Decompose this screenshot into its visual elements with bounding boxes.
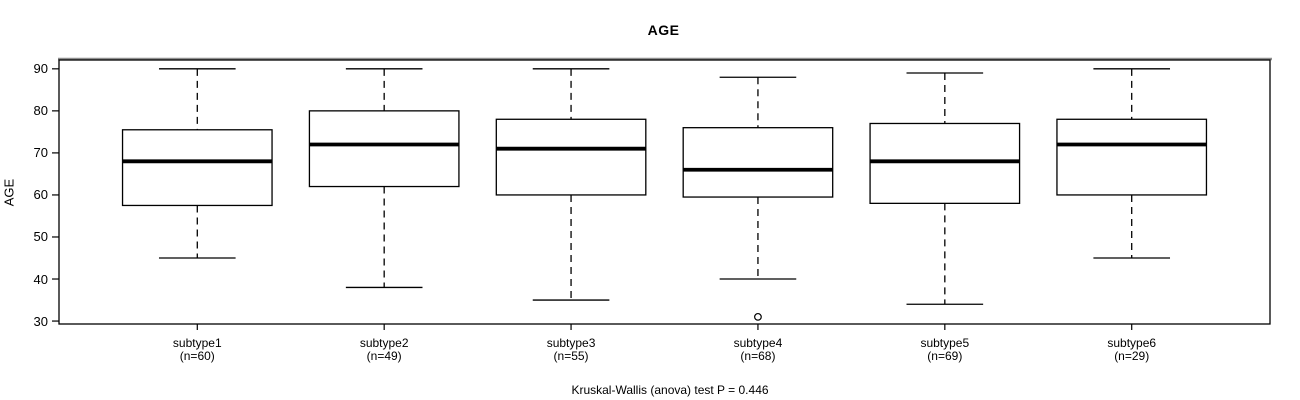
x-group-label: subtype3 (n=55) xyxy=(501,337,641,363)
group-name: subtype2 xyxy=(359,336,409,350)
outlier-point xyxy=(754,312,762,321)
stat-test-caption: Kruskal-Wallis (anova) test P = 0.446 xyxy=(571,383,769,397)
y-tick-label: 60 xyxy=(33,187,48,203)
y-tick-label: 40 xyxy=(33,271,48,287)
group-sample-size: (n=60) xyxy=(179,349,215,363)
iqr-box xyxy=(1056,118,1208,196)
group-name: subtype3 xyxy=(546,336,596,350)
iqr-box xyxy=(682,127,834,198)
x-group-label: subtype6 (n=29) xyxy=(1062,337,1202,363)
iqr-box xyxy=(308,110,460,188)
y-tick-label: 30 xyxy=(33,313,48,329)
x-group-label: subtype5 (n=69) xyxy=(875,337,1015,363)
iqr-box xyxy=(869,122,1021,205)
x-group-label: subtype1 (n=60) xyxy=(127,337,267,363)
group-sample-size: (n=49) xyxy=(366,349,402,363)
group-sample-size: (n=69) xyxy=(927,349,963,363)
group-sample-size: (n=55) xyxy=(553,349,589,363)
y-tick-label: 80 xyxy=(33,103,48,119)
group-name: subtype6 xyxy=(1107,336,1157,350)
x-group-label: subtype2 (n=49) xyxy=(314,337,454,363)
group-name: subtype5 xyxy=(920,336,970,350)
group-name: subtype1 xyxy=(172,336,222,350)
iqr-box xyxy=(121,129,273,207)
y-tick-label: 90 xyxy=(33,61,48,77)
x-group-label: subtype4 (n=68) xyxy=(688,337,828,363)
group-sample-size: (n=68) xyxy=(740,349,776,363)
iqr-box xyxy=(495,118,647,196)
group-sample-size: (n=29) xyxy=(1114,349,1150,363)
chart-title: AGE xyxy=(647,22,680,38)
group-name: subtype4 xyxy=(733,336,783,350)
plot-frame xyxy=(58,59,1271,325)
y-tick-label: 50 xyxy=(33,229,48,245)
y-tick-label: 70 xyxy=(33,145,48,161)
